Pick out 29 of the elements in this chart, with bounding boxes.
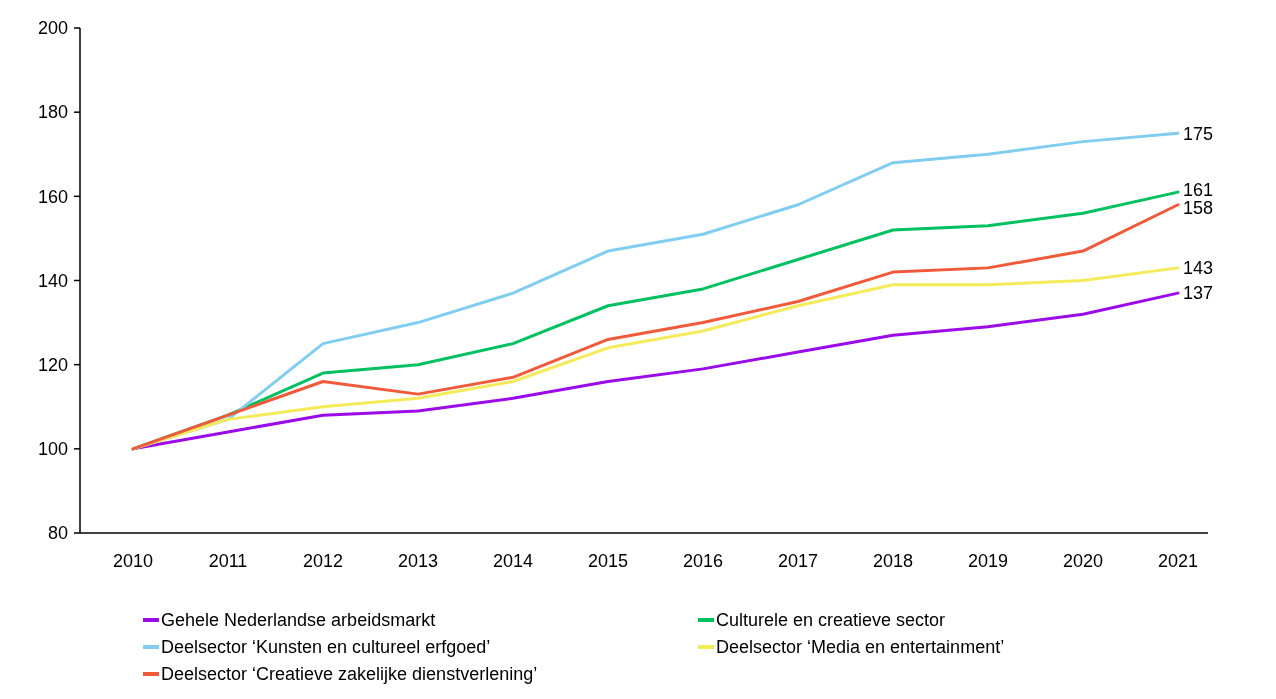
x-tick-label: 2018	[872, 551, 914, 571]
x-tick-label: 2012	[302, 551, 344, 571]
legend-label: Gehele Nederlandse arbeidsmarkt	[161, 610, 436, 631]
y-tick-label: 140	[37, 270, 68, 291]
x-tick-label: 2021	[1157, 551, 1199, 571]
data-label: 137	[1183, 283, 1214, 304]
x-tick-label: 2019	[967, 551, 1009, 571]
x-tick-label: 2011	[208, 551, 248, 571]
x-tick-label: 2013	[397, 551, 439, 571]
legend-label: Deelsector ‘Creatieve zakelijke dienstverlening’	[161, 664, 538, 685]
legend-label: Culturele en creatieve sector	[716, 610, 946, 631]
y-tick-label: 160	[37, 186, 68, 207]
y-tick-label: 100	[37, 439, 68, 460]
y-tick-label: 80	[47, 523, 68, 544]
data-label: 158	[1183, 197, 1214, 218]
x-tick-label: 2010	[112, 551, 154, 571]
data-label: 161	[1183, 179, 1214, 200]
legend-label: Deelsector ‘Kunsten en cultureel erfgoed’	[161, 637, 491, 658]
y-tick-label: 120	[37, 354, 68, 375]
x-tick-label: 2020	[1062, 551, 1104, 571]
x-tick-label: 2016	[682, 551, 724, 571]
legend-label: Deelsector ‘Media en entertainment’	[716, 637, 1005, 658]
x-tick-label: 2014	[492, 551, 534, 571]
x-tick-label: 2015	[587, 551, 629, 571]
data-label: 175	[1183, 123, 1214, 144]
y-tick-label: 200	[37, 18, 68, 39]
x-tick-label: 2017	[777, 551, 819, 571]
data-label: 143	[1183, 258, 1214, 279]
y-tick-label: 180	[37, 102, 68, 123]
